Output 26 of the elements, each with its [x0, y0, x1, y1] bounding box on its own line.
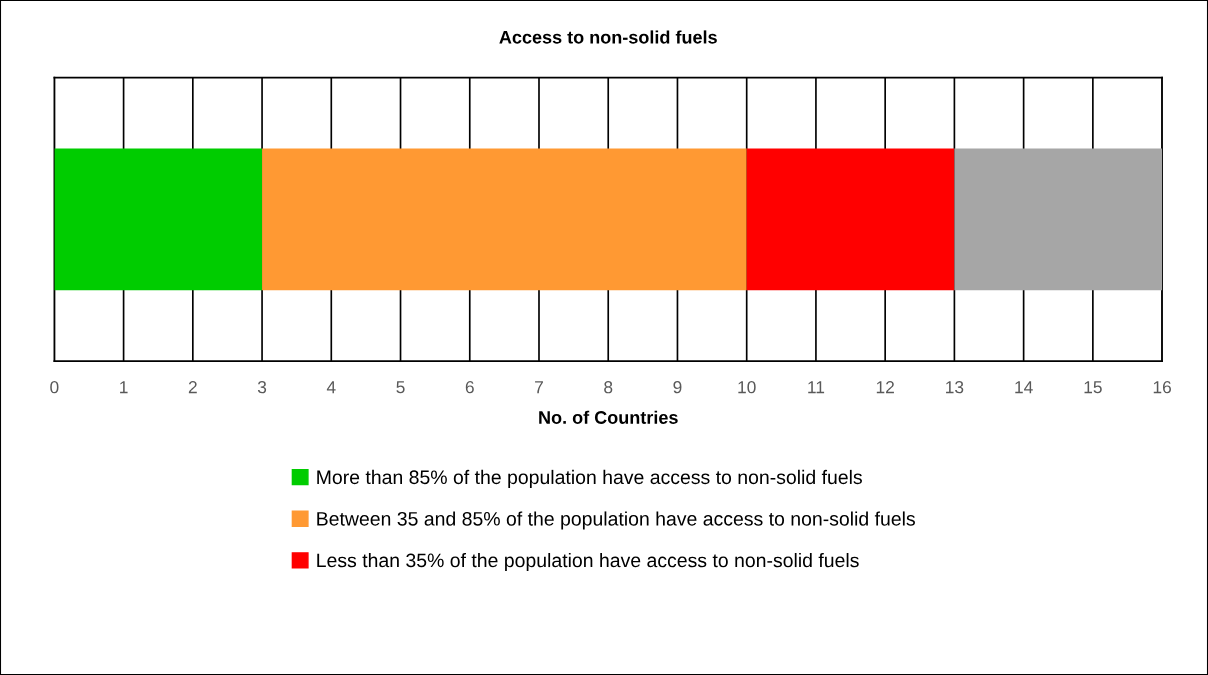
x-tick-label: 7: [535, 381, 543, 394]
bar: [262, 148, 747, 291]
x-tick-label: 12: [876, 381, 894, 394]
x-axis-title: No. of Countries: [539, 410, 678, 424]
x-tick-label: 11: [808, 381, 825, 394]
legend-label: Between 35 and 85% of the population have access to non-solid fuels: [317, 511, 915, 530]
legend-label: Less than 35% of the population have access to non-solid fuels: [317, 552, 859, 572]
chart-title: Access to non-solid fuels: [499, 30, 717, 44]
bar: [54, 148, 263, 291]
x-tick-label: 5: [396, 381, 405, 394]
bar: [954, 148, 1163, 291]
x-tick-label: 16: [1153, 381, 1171, 394]
bar: [746, 148, 955, 291]
x-tick-label: 13: [946, 381, 964, 394]
x-tick-label: 15: [1084, 381, 1102, 394]
x-tick-label: 9: [673, 381, 682, 394]
x-tick-label: 6: [465, 381, 474, 394]
x-tick-label: 3: [257, 381, 267, 394]
x-tick-label: 2: [188, 381, 197, 394]
legend-label: More than 85% of the population have access to non-solid fuels: [317, 469, 862, 488]
x-tick-label: 4: [326, 381, 336, 394]
x-tick-label: 14: [1015, 381, 1033, 394]
x-tick-label: 0: [50, 381, 59, 394]
x-tick-label: 1: [120, 381, 128, 394]
x-tick-label: 10: [738, 381, 756, 394]
x-tick-label: 8: [604, 381, 613, 394]
